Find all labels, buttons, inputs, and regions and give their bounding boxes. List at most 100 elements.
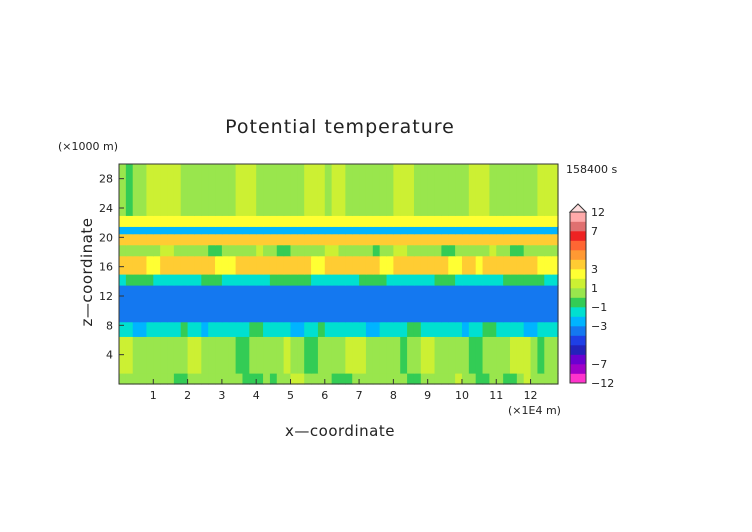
heatmap-cell	[455, 233, 463, 246]
heatmap-cell	[146, 233, 154, 246]
heatmap-cell	[242, 255, 250, 275]
heatmap-cell	[235, 373, 244, 385]
heatmap-cell	[523, 373, 532, 385]
heatmap-cell	[352, 336, 360, 374]
heatmap-cell	[496, 373, 504, 385]
heatmap-cell	[146, 244, 154, 257]
heatmap-cell	[400, 226, 408, 235]
colorbar-swatch	[570, 364, 586, 374]
heatmap-cell	[509, 255, 518, 275]
heatmap-cell	[146, 336, 154, 374]
plot-frame	[118, 163, 559, 385]
colorbar-swatch	[570, 278, 586, 289]
heatmap-cell	[331, 244, 340, 257]
heatmap-cell	[468, 244, 477, 257]
heatmap-cell	[256, 321, 264, 337]
heatmap-cell	[475, 244, 484, 257]
heatmap-cell	[413, 255, 422, 275]
heatmap-cell	[153, 336, 161, 374]
heatmap-cell	[379, 226, 388, 235]
colorbar-swatch	[570, 316, 586, 327]
heatmap-cell	[304, 336, 312, 374]
heatmap-cell	[372, 321, 381, 337]
heatmap-cell	[509, 285, 518, 323]
heatmap-cell	[311, 244, 319, 257]
heatmap-cell	[119, 215, 127, 227]
heatmap-cell	[393, 321, 401, 337]
heatmap-cell	[503, 164, 511, 216]
heatmap-cell	[221, 164, 230, 216]
heatmap-cell	[400, 255, 408, 275]
heatmap-cell	[194, 255, 202, 275]
heatmap-cell	[215, 233, 223, 246]
heatmap-cell	[263, 285, 271, 323]
heatmap-cell	[249, 274, 257, 286]
x-unit-label: (×1E4 m)	[508, 404, 561, 417]
heatmap-cell	[386, 244, 394, 257]
y-tick-label: 8	[106, 319, 113, 332]
heatmap-cell	[413, 164, 422, 216]
heatmap-cell	[132, 321, 141, 337]
heatmap-cell	[413, 274, 422, 286]
x-tick-label: 12	[524, 389, 538, 402]
heatmap-cell	[256, 285, 264, 323]
heatmap-cell	[194, 274, 202, 286]
heatmap-cell	[139, 255, 148, 275]
heatmap-cell	[544, 244, 552, 257]
heatmap-cell	[228, 244, 237, 257]
heatmap-cell	[160, 373, 168, 385]
heatmap-cell	[187, 233, 196, 246]
heatmap-cell	[393, 233, 401, 246]
heatmap-cell	[393, 336, 401, 374]
heatmap-cell	[276, 274, 285, 286]
heatmap-cell	[201, 164, 209, 216]
heatmap-cell	[201, 255, 209, 275]
heatmap-cell	[317, 336, 326, 374]
heatmap-cell	[427, 321, 436, 337]
heatmap-cell	[167, 274, 175, 286]
heatmap-cell	[215, 373, 223, 385]
heatmap-cell	[139, 233, 148, 246]
heatmap-cell	[132, 274, 141, 286]
heatmap-cell	[544, 336, 552, 374]
heatmap-cell	[256, 373, 264, 385]
heatmap-cell	[235, 255, 244, 275]
heatmap-cell	[228, 226, 237, 235]
heatmap-cell	[448, 215, 456, 227]
heatmap-cell	[530, 373, 539, 385]
heatmap-cell	[194, 215, 202, 227]
x-tick-label: 9	[424, 389, 431, 402]
heatmap-cell	[242, 336, 250, 374]
heatmap-cell	[413, 336, 422, 374]
x-tick-label: 4	[253, 389, 260, 402]
heatmap-cell	[235, 233, 244, 246]
heatmap-cell	[317, 274, 326, 286]
heatmap-cell	[441, 321, 449, 337]
heatmap-cell	[167, 215, 175, 227]
heatmap-cell	[290, 274, 298, 286]
heatmap-cell	[331, 373, 340, 385]
heatmap-cell	[153, 321, 161, 337]
heatmap-cell	[173, 274, 182, 286]
heatmap-cell	[551, 215, 559, 227]
x-tick-label: 7	[356, 389, 363, 402]
heatmap-cell	[448, 274, 456, 286]
heatmap-cell	[119, 274, 127, 286]
heatmap-cell	[317, 226, 326, 235]
heatmap-cell	[187, 274, 196, 286]
heatmap-cell	[201, 274, 209, 286]
heatmap-cell	[132, 226, 141, 235]
colorbar-label: −12	[591, 377, 614, 390]
heatmap-cell	[283, 285, 292, 323]
heatmap-cell	[509, 336, 518, 374]
heatmap-cell	[160, 255, 168, 275]
heatmap-cell	[331, 215, 340, 227]
heatmap-cell	[297, 321, 305, 337]
heatmap-cell	[221, 285, 230, 323]
heatmap-cell	[283, 373, 292, 385]
heatmap-cell	[119, 233, 127, 246]
heatmap-cell	[242, 285, 250, 323]
heatmap-cell	[125, 244, 134, 257]
heatmap-cell	[345, 336, 353, 374]
y-axis-title: z—coordinate	[78, 218, 96, 327]
